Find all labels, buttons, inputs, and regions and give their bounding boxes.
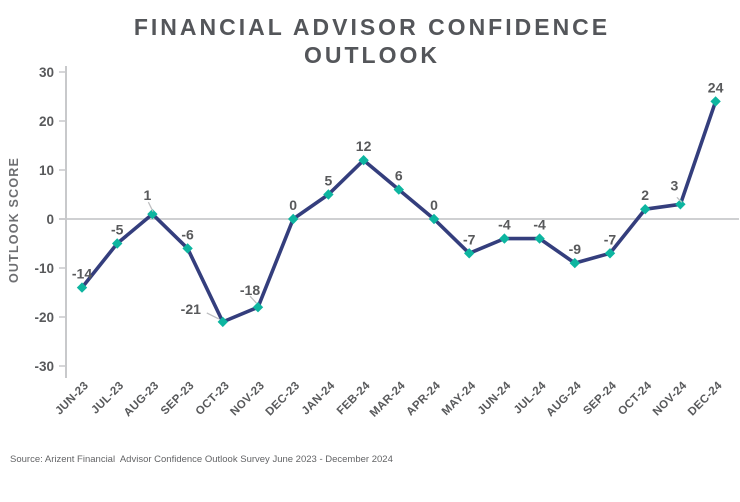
data-point-marker [710,96,721,107]
y-tick-label: -30 [34,359,54,374]
x-tick-label: MAR-24 [368,379,408,419]
source-note: Source: Arizent Financial Advisor Confid… [10,454,393,465]
data-point-marker [534,233,545,244]
x-tick-label: DEC-23 [264,380,303,419]
x-tick-label: AUG-24 [544,379,584,419]
y-axis-title: OUTLOOK SCORE [7,157,21,283]
data-point-label: 24 [708,79,724,95]
x-tick-label: OCT-23 [194,380,232,418]
x-tick-label: JUN-24 [476,379,514,417]
data-point-marker [76,282,88,293]
data-point-marker [323,189,334,200]
x-tick-label: JUN-23 [53,380,91,418]
x-tick-label: SEP-24 [581,379,619,417]
data-point-label: -21 [181,301,201,317]
data-point-marker [428,213,440,225]
y-tick-label: 10 [39,163,54,178]
x-tick-label: JAN-24 [300,379,338,417]
data-point-marker [640,204,651,215]
data-point-label: -7 [463,231,476,247]
data-point-marker [393,184,404,195]
data-point-label: 0 [430,197,438,213]
chart-title-line1: FINANCIAL ADVISOR CONFIDENCE [134,14,610,40]
data-point-marker [147,208,158,220]
data-point-marker [499,233,510,244]
data-point-label: 5 [325,173,333,189]
y-tick-label: -20 [34,310,54,325]
data-point-marker [252,302,264,313]
data-point-label: 12 [356,138,372,154]
data-point-label: -18 [240,282,260,298]
data-point-label: 1 [144,187,152,203]
x-tick-label: DEC-24 [686,379,725,418]
data-point-label: -4 [498,217,511,233]
y-tick-label: 30 [39,65,54,80]
label-leader-line [249,295,257,304]
data-point-label: -4 [533,217,546,233]
x-tick-label: NOV-24 [651,379,690,418]
data-label-layer: -14 -5 1 -6 -21 -18 0 5 12 6 0 -7 -4 -4 -9 -7 2 3 24 [72,79,724,320]
data-point-marker [569,257,580,269]
x-tick-label: SEP-23 [159,380,197,418]
data-point-label: -9 [569,241,582,257]
x-tick-label: AUG-23 [122,380,162,420]
x-tick-label: NOV-23 [228,380,267,419]
label-leader-line [206,312,220,320]
data-point-label: -7 [604,231,617,247]
x-tick-label: OCT-24 [616,379,654,417]
data-point-label: -5 [111,222,124,238]
series-line [80,99,718,324]
series-layer [76,96,721,328]
data-point-label: -6 [181,226,194,242]
label-leader-line [676,196,683,203]
data-point-label: 3 [671,177,679,193]
data-point-marker [464,248,475,259]
chart-title-line2: OUTLOOK [304,42,440,68]
x-tick-layer: JUN-23JUL-23AUG-23SEP-23OCT-23NOV-23DEC-… [53,379,725,419]
y-tick-label: 20 [39,114,54,129]
data-point-marker [217,316,228,328]
data-point-marker [358,155,369,166]
data-point-marker [182,243,193,254]
label-leader-line [147,201,154,212]
x-tick-label: APR-24 [404,379,443,418]
data-point-label: 0 [289,197,297,213]
y-tick-label: 0 [46,212,54,227]
data-point-marker [604,248,616,259]
data-point-marker [675,199,686,210]
data-point-label: -14 [72,266,92,282]
data-point-label: 6 [395,168,403,184]
data-point-marker [288,213,299,225]
y-tick-label: -10 [34,261,54,276]
data-point-label: 2 [641,187,649,203]
data-point-marker [112,238,123,249]
x-tick-label: MAY-24 [440,379,479,418]
